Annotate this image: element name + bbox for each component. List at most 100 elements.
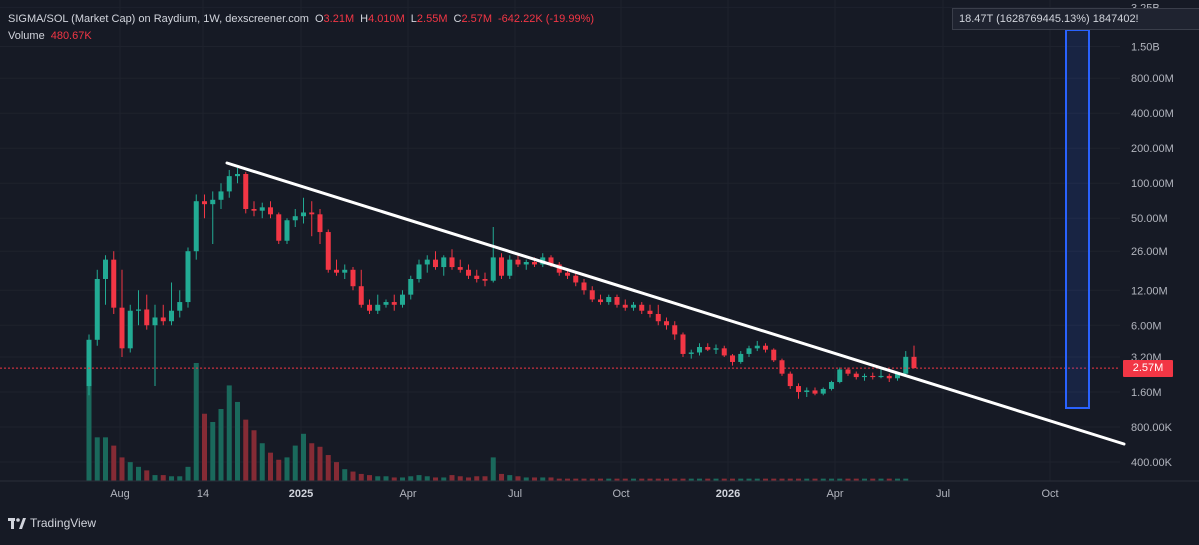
candle-body — [523, 262, 529, 265]
volume-bar — [812, 478, 818, 481]
candle-body — [375, 304, 381, 311]
volume-bar — [325, 455, 331, 481]
time-axis[interactable]: Aug 14 2025 Apr Jul Oct 2026 Apr Jul Oct — [110, 488, 1058, 500]
candle-body — [119, 307, 125, 349]
volume-bars — [86, 363, 909, 481]
ohlc-high: H4.010M — [360, 11, 405, 28]
measure-range-box[interactable] — [1065, 29, 1090, 409]
candle-up — [342, 264, 348, 279]
volume-bar — [565, 478, 570, 481]
candle-up — [86, 334, 92, 396]
candle-down — [391, 294, 397, 311]
volume-bar — [193, 363, 199, 481]
candle-up — [136, 290, 141, 326]
price-axis[interactable]: 3.25B1.50B800.00M400.00M200.00M100.00M50… — [1131, 2, 1174, 469]
volume-bar — [853, 478, 859, 481]
candle-body — [268, 207, 273, 215]
volume-bar — [523, 477, 529, 481]
candle-down — [787, 371, 793, 389]
candle-up — [375, 294, 381, 314]
volume-bar — [284, 457, 290, 481]
candle-down — [243, 171, 249, 214]
volume-bar — [622, 478, 628, 481]
candle-down — [853, 371, 859, 380]
candle-down — [680, 332, 686, 357]
candle-up — [169, 282, 174, 326]
volume-bar — [251, 430, 257, 481]
candle-body — [771, 349, 777, 361]
candle-up — [408, 275, 414, 300]
price-tick-label: 200.00M — [1131, 143, 1174, 155]
candle-up — [235, 168, 240, 184]
volume-bar — [358, 473, 364, 481]
candle-down — [639, 302, 645, 314]
volume-bar — [350, 471, 356, 481]
candle-down — [276, 212, 282, 244]
candle-down — [812, 387, 818, 396]
candle-down — [433, 251, 438, 270]
volume-bar — [606, 478, 612, 481]
candle-body — [416, 264, 422, 279]
candle-body — [614, 297, 620, 305]
volume-bar — [301, 433, 306, 481]
volume-bar — [210, 422, 216, 481]
candle-body — [210, 199, 216, 205]
price-tick-label: 26.00M — [1131, 246, 1168, 258]
volume-bar — [705, 478, 711, 481]
volume-bar — [515, 476, 521, 481]
volume-bar — [647, 478, 653, 481]
candle-down — [474, 269, 480, 283]
tradingview-logo[interactable]: TradingView — [8, 516, 96, 530]
candle-body — [391, 302, 397, 305]
candle-body — [292, 216, 298, 221]
legend-row-volume: Volume 480.67K — [8, 28, 594, 45]
time-tick-label: Oct — [612, 488, 629, 500]
candle-up — [185, 247, 191, 308]
candle-body — [235, 173, 240, 177]
volume-bar — [738, 478, 744, 481]
volume-bar — [754, 478, 760, 481]
candle-down — [721, 345, 727, 357]
candle-body — [350, 269, 356, 287]
candle-down — [251, 201, 257, 217]
candle-up — [829, 380, 834, 391]
candle-up — [746, 345, 752, 357]
chart-legend: SIGMA/SOL (Market Cap) on Raydium, 1W, d… — [8, 11, 594, 45]
volume-bar — [144, 470, 150, 481]
candle-up — [631, 302, 636, 311]
candle-body — [474, 275, 480, 279]
candle-body — [226, 176, 232, 192]
candle-up — [837, 367, 843, 384]
candle-body — [317, 214, 323, 233]
candle-body — [911, 356, 917, 369]
candle-up — [441, 255, 447, 276]
candle-body — [400, 294, 405, 305]
volume-bar — [466, 477, 471, 481]
candle-body — [259, 207, 265, 211]
candle-up — [523, 259, 529, 270]
price-tick-label: 100.00M — [1131, 178, 1174, 190]
volume-bar — [556, 478, 562, 481]
trendline[interactable] — [225, 161, 1126, 446]
candle-body — [631, 304, 636, 308]
volume-bar — [317, 446, 323, 481]
price-tick-label: 50.00M — [1131, 213, 1168, 225]
volume-bar — [94, 437, 100, 481]
candle-body — [804, 390, 810, 392]
candle-down — [845, 367, 851, 376]
candle-down — [771, 348, 777, 362]
candle-body — [243, 173, 249, 209]
volume-bar — [820, 478, 826, 481]
candle-body — [820, 388, 826, 394]
candle-body — [647, 310, 653, 314]
ohlc-open-value: 3.21M — [323, 13, 355, 25]
price-tick-label: 800.00M — [1131, 73, 1174, 85]
volume-bar — [136, 466, 141, 481]
symbol-title: SIGMA/SOL (Market Cap) on Raydium, 1W, d… — [8, 13, 309, 25]
candle-up — [903, 351, 909, 376]
candle-body — [276, 214, 282, 241]
candle-down — [870, 372, 876, 380]
candle-down — [911, 345, 917, 369]
